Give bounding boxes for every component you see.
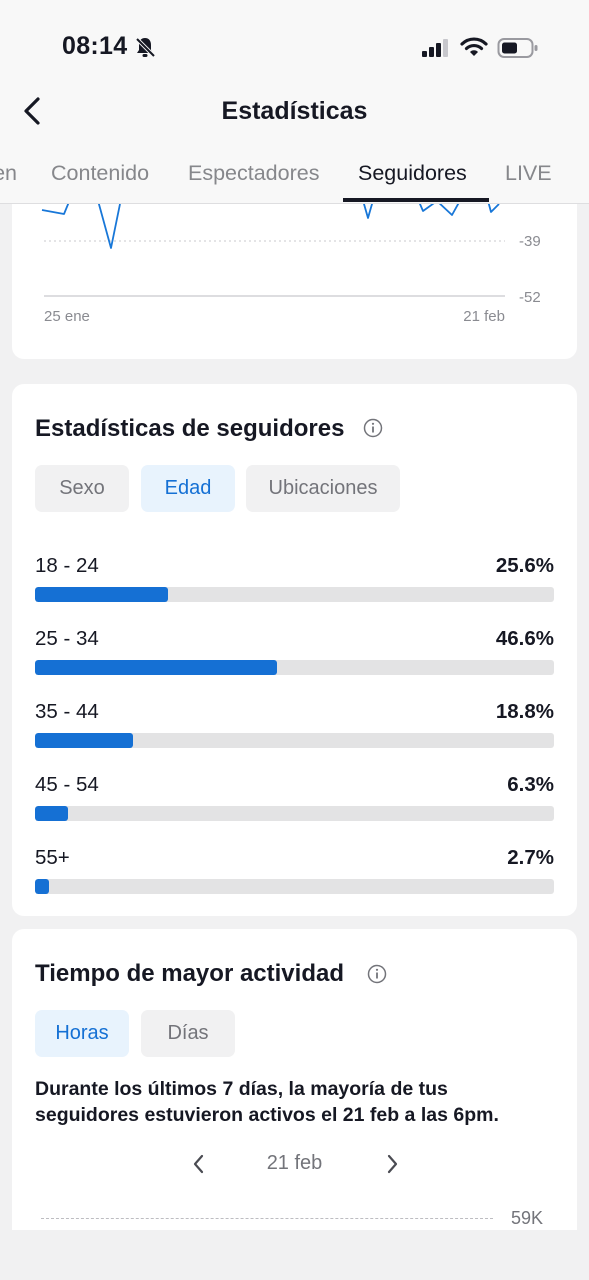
tab-bar: Resumen Contenido Espectadores Seguidore… [0,148,589,204]
tab-resumen[interactable]: Resumen [0,161,18,185]
trend-line-right [363,204,500,219]
page-title: Estadísticas [221,97,368,125]
age-bar-track [35,587,554,602]
age-bar-fill [35,660,277,675]
age-bar-track [35,806,554,821]
peak-activity-summary: Durante los últimos 7 días, la mayoría d… [35,1078,499,1126]
filter-edad-chip[interactable]: Edad [141,465,235,512]
age-group-label: 45 - 54 [35,773,99,796]
peak-activity-card: Tiempo de mayor actividad Horas Días Dur… [12,929,577,1230]
wifi-icon [460,37,488,56]
nav-header: Estadísticas [0,70,589,152]
age-bar-track [35,660,554,675]
chevron-left-icon [24,97,40,125]
age-row: 25 - 34 46.6% [35,627,554,687]
tab-contenido[interactable]: Contenido [51,161,150,185]
age-bar-fill [35,587,168,602]
follower-stats-card: Estadísticas de seguidores Sexo Edad Ubi… [12,384,577,916]
tab-seguidores[interactable]: Seguidores [358,161,467,185]
age-group-percent: 2.7% [507,846,554,869]
y-tick-minus-52: -52 [519,289,541,306]
age-group-label: 18 - 24 [35,554,99,577]
age-bar-fill [35,806,68,821]
chevron-left-icon [193,1154,204,1174]
bottom-safe-area [0,1230,589,1280]
age-bar-fill [35,733,133,748]
follower-stats-title: Estadísticas de seguidores [35,415,345,442]
tab-espectadores[interactable]: Espectadores [188,161,320,185]
peak-activity-title: Tiempo de mayor actividad [35,960,344,987]
trend-line-left [41,204,121,249]
age-bar-fill [35,879,49,894]
x-tick-end: 21 feb [463,308,505,325]
peak-gridline [41,1218,493,1219]
tab-live[interactable]: LIVE [505,161,552,185]
filter-ubicaciones-chip[interactable]: Ubicaciones [246,465,400,512]
status-time: 08:14 [62,32,128,60]
chevron-right-icon [387,1154,398,1174]
age-group-label: 35 - 44 [35,700,99,723]
x-tick-start: 25 ene [44,308,90,325]
active-tab-indicator [343,198,489,202]
follower-trend-chart: -39 -52 25 ene 21 feb [41,204,541,325]
age-group-label: 25 - 34 [35,627,99,650]
filter-dias-chip[interactable]: Días [141,1010,235,1057]
filter-sexo-chip[interactable]: Sexo [35,465,129,512]
info-icon[interactable] [367,964,387,984]
age-row: 35 - 44 18.8% [35,700,554,760]
follower-trend-card: -39 -52 25 ene 21 feb [12,204,577,359]
age-group-percent: 25.6% [495,554,554,577]
age-group-percent: 18.8% [495,700,554,723]
date-navigator: 21 feb [12,1149,577,1179]
age-group-percent: 46.6% [495,627,554,650]
filter-horas-chip[interactable]: Horas [35,1010,129,1057]
signal-icon [422,39,448,57]
scroll-content[interactable]: -39 -52 25 ene 21 feb Estadísticas de se… [0,204,589,1230]
next-date-button[interactable] [380,1151,404,1177]
age-bar-track [35,879,554,894]
peak-value-label: 59K [511,1208,544,1228]
age-bar-track [35,733,554,748]
battery-icon [497,38,538,58]
info-icon[interactable] [363,418,383,438]
selected-date: 21 feb [266,1152,323,1174]
age-group-label: 55+ [35,846,70,869]
y-tick-minus-39: -39 [519,233,541,250]
age-row: 18 - 24 25.6% [35,554,554,614]
age-row: 55+ 2.7% [35,846,554,906]
age-row: 45 - 54 6.3% [35,773,554,833]
bell-muted-icon [135,37,156,58]
prev-date-button[interactable] [187,1151,211,1177]
back-button[interactable] [18,94,48,128]
age-group-percent: 6.3% [507,773,554,796]
